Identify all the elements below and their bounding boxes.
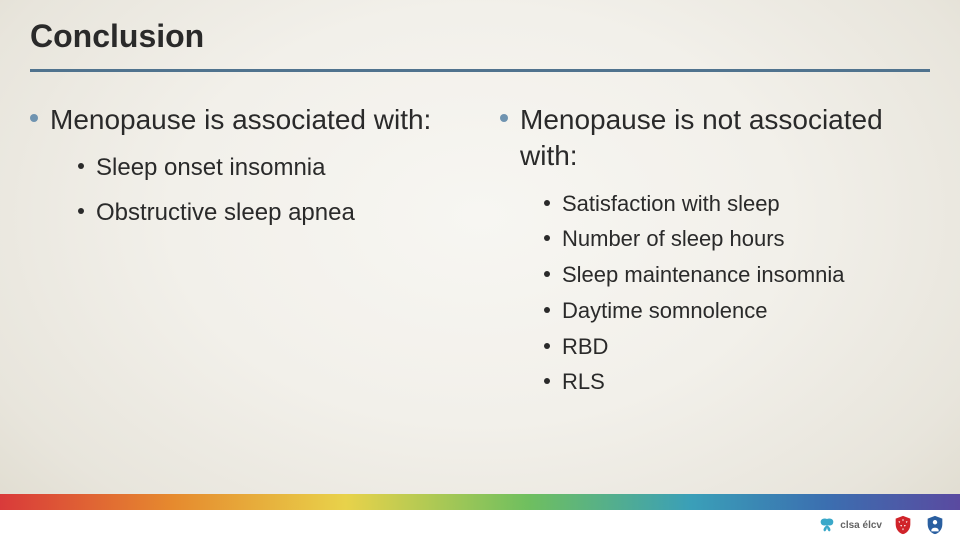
rainbow-bar [0, 494, 960, 510]
right-sub-list: Satisfaction with sleep Number of sleep h… [500, 189, 930, 397]
list-item: Satisfaction with sleep [544, 189, 930, 219]
content-columns: Menopause is associated with: Sleep onse… [0, 72, 960, 403]
list-item-label: Sleep onset insomnia [96, 154, 325, 181]
butterfly-icon [818, 516, 836, 534]
title-region: Conclusion [0, 0, 960, 55]
crest-icon [892, 514, 914, 536]
bullet-dot-icon [544, 343, 550, 349]
list-item: Sleep onset insomnia [78, 152, 460, 184]
right-main-text: Menopause is not associated with: [520, 102, 930, 175]
bullet-dot-icon [544, 200, 550, 206]
list-item-label: Obstructive sleep apnea [96, 199, 355, 226]
bullet-dot-icon [544, 271, 550, 277]
bullet-dot-icon [544, 307, 550, 313]
left-main-text: Menopause is associated with: [50, 102, 460, 138]
bullet-dot-icon [78, 208, 84, 214]
clsa-label: clsa élcv [840, 520, 882, 531]
left-sub-list: Sleep onset insomnia Obstructive sleep ap… [30, 152, 460, 229]
bullet-dot-icon [500, 114, 508, 122]
list-item: Daytime somnolence [544, 296, 930, 326]
list-item: RLS [544, 367, 930, 397]
list-item-label: Daytime somnolence [562, 298, 767, 323]
right-column: Menopause is not associated with: Satisf… [500, 102, 930, 403]
left-column: Menopause is associated with: Sleep onse… [30, 102, 460, 403]
list-item: RBD [544, 332, 930, 362]
list-item-label: Number of sleep hours [562, 226, 785, 251]
footer-logos: clsa élcv [0, 510, 960, 540]
list-item: Obstructive sleep apnea [78, 197, 460, 229]
clsa-logo: clsa élcv [818, 516, 882, 534]
bullet-dot-icon [544, 378, 550, 384]
footer: clsa élcv [0, 494, 960, 540]
right-main-bullet: Menopause is not associated with: [500, 102, 930, 175]
list-item-label: Satisfaction with sleep [562, 191, 780, 216]
list-item: Sleep maintenance insomnia [544, 260, 930, 290]
left-main-bullet: Menopause is associated with: [30, 102, 460, 138]
person-shield-icon [924, 514, 946, 536]
bullet-dot-icon [78, 163, 84, 169]
bullet-dot-icon [30, 114, 38, 122]
bullet-dot-icon [544, 235, 550, 241]
list-item-label: Sleep maintenance insomnia [562, 262, 845, 287]
list-item: Number of sleep hours [544, 224, 930, 254]
slide-title: Conclusion [30, 18, 930, 55]
list-item-label: RBD [562, 334, 608, 359]
list-item-label: RLS [562, 369, 605, 394]
